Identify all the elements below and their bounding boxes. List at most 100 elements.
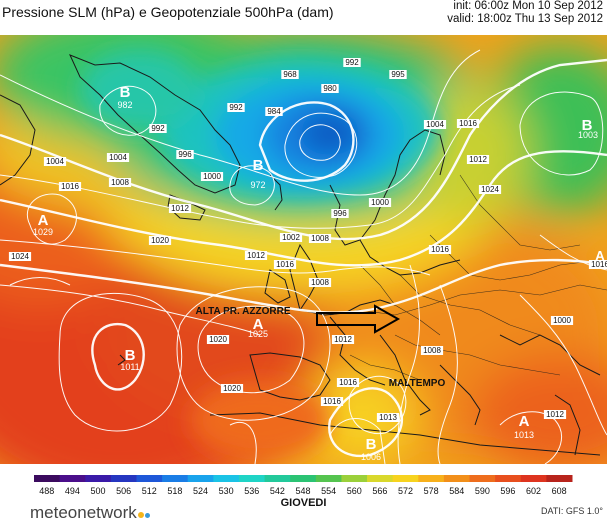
scale-swatch [85, 475, 112, 482]
scale-tick-label: 608 [552, 486, 567, 496]
weather-map: B 982 B 972 B 1003 A 1029 A 1025 B 1011 … [0, 35, 607, 464]
scale-swatch [495, 475, 522, 482]
center-letter: B [120, 84, 131, 101]
isobar-label: 1008 [423, 346, 441, 355]
isobar-label-bg [308, 234, 332, 243]
isobar-label: 1016 [431, 245, 449, 254]
isobar-label: 1012 [247, 251, 265, 260]
init-time: init: 06:00z Mon 10 Sep 2012 [453, 0, 603, 12]
center-value: 1029 [33, 227, 53, 237]
isobar-label: 1020 [223, 384, 241, 393]
center-value: 972 [250, 180, 265, 190]
scale-tick-label: 506 [116, 486, 131, 496]
isobar-label: 995 [391, 70, 405, 79]
center-letter: A [519, 413, 530, 430]
isobar-label-bg [279, 233, 303, 242]
scale-tick-label: 512 [142, 486, 157, 496]
isobar-label: 1008 [111, 178, 129, 187]
map-title: Pressione SLM (hPa) e Geopotenziale 500h… [2, 4, 334, 20]
isobar-label-bg [331, 335, 355, 344]
scale-swatch [367, 475, 394, 482]
center-letter: B [125, 347, 136, 364]
scale-swatch [238, 475, 266, 482]
isobar-label-bg [227, 103, 245, 112]
isobar-labels: 992 980 995 968 992 984 992 996 1000 1004 1004 1008… [8, 58, 607, 422]
scale-swatch [469, 475, 496, 482]
scale-swatch [443, 475, 471, 482]
scale-swatch [213, 475, 240, 482]
alta-label: ALTA PR. AZZORRE [196, 306, 291, 317]
isobar-label-bg [58, 182, 82, 191]
isobar-label: 1000 [371, 198, 389, 207]
isobar-label-bg [220, 384, 244, 393]
isobar-label: 1012 [546, 410, 564, 419]
scale-tick-label: 500 [91, 486, 106, 496]
scale-swatch [315, 475, 342, 482]
isobar-label-bg [244, 251, 268, 260]
isobar-label: 1012 [469, 155, 487, 164]
isobar-label: 1016 [61, 182, 79, 191]
isobar-label: 1024 [11, 252, 29, 261]
isobar-label: 1004 [109, 153, 127, 162]
isobar-label-bg [420, 346, 444, 355]
center-letter: B [582, 117, 593, 134]
scale-tick-label: 566 [372, 486, 387, 496]
center-value: 982 [117, 100, 132, 110]
isobar-label-bg [423, 120, 447, 129]
scale-tick-label: 524 [193, 486, 208, 496]
scale-tick-label: 560 [347, 486, 362, 496]
isobar-label-bg [308, 278, 332, 287]
scale-tick-label: 536 [244, 486, 259, 496]
isobar-label: 1002 [282, 233, 300, 242]
isobar-label-bg [265, 107, 283, 116]
isobar-label: 1012 [334, 335, 352, 344]
isobar-label: 968 [283, 70, 297, 79]
scale-tick-label: 530 [219, 486, 234, 496]
scale-tick-label: 488 [39, 486, 54, 496]
isobar-label: 992 [345, 58, 359, 67]
isobar-label-bg [320, 397, 344, 406]
pressure-centers: B 982 B 972 B 1003 A 1029 A 1025 B 1011 … [33, 84, 607, 462]
scale-tick-label: 578 [424, 486, 439, 496]
borders [329, 174, 607, 381]
isobar-label: 980 [323, 84, 337, 93]
scale-tick-label: 596 [500, 486, 515, 496]
isobar-label-bg [149, 124, 167, 133]
scale-tick-label: 590 [475, 486, 490, 496]
scale-tick-label: 554 [321, 486, 336, 496]
scale-swatch [290, 475, 317, 482]
isobar-label-bg [108, 178, 132, 187]
isobar-label-bg [200, 172, 224, 181]
isobar-label-bg [206, 335, 230, 344]
isobar-label: 1008 [311, 278, 329, 287]
scale-swatch [341, 475, 368, 482]
scale-swatch [59, 475, 86, 482]
maltempo-label: MALTEMPO [389, 378, 446, 389]
scale-swatch [110, 475, 137, 482]
scale-swatch [546, 475, 573, 482]
center-letter: A [595, 248, 605, 263]
isobar-label: 1016 [339, 378, 357, 387]
isobar-label-bg [8, 252, 32, 261]
isobar-label: 1000 [203, 172, 221, 181]
isobar-label: 1016 [459, 119, 477, 128]
isobar-label: 1013 [379, 413, 397, 422]
isobar-label-bg [321, 84, 339, 93]
center-value: 1003 [578, 130, 598, 140]
scale-tick-label: 584 [449, 486, 464, 496]
center-value: 1011 [120, 362, 139, 372]
scale-tick-label: 572 [398, 486, 413, 496]
isobar-label-bg [550, 316, 574, 325]
isobar-label: 984 [267, 107, 281, 116]
isobar-label: 992 [229, 103, 243, 112]
center-value: 1025 [248, 329, 268, 339]
isobar-label: 1016 [276, 260, 294, 269]
scale-tick-label: 518 [167, 486, 182, 496]
isobar-label-bg [281, 70, 299, 79]
scale-swatch [34, 475, 61, 482]
valid-time: valid: 18:00z Thu 13 Sep 2012 [447, 13, 603, 25]
center-value: 1013 [514, 430, 534, 440]
isobar-label-bg [148, 236, 172, 245]
color-scale: 488 494 500 506 512 518 524 530 536 542 548 554 560 5… [34, 475, 573, 496]
isobar-label-bg [176, 150, 194, 159]
